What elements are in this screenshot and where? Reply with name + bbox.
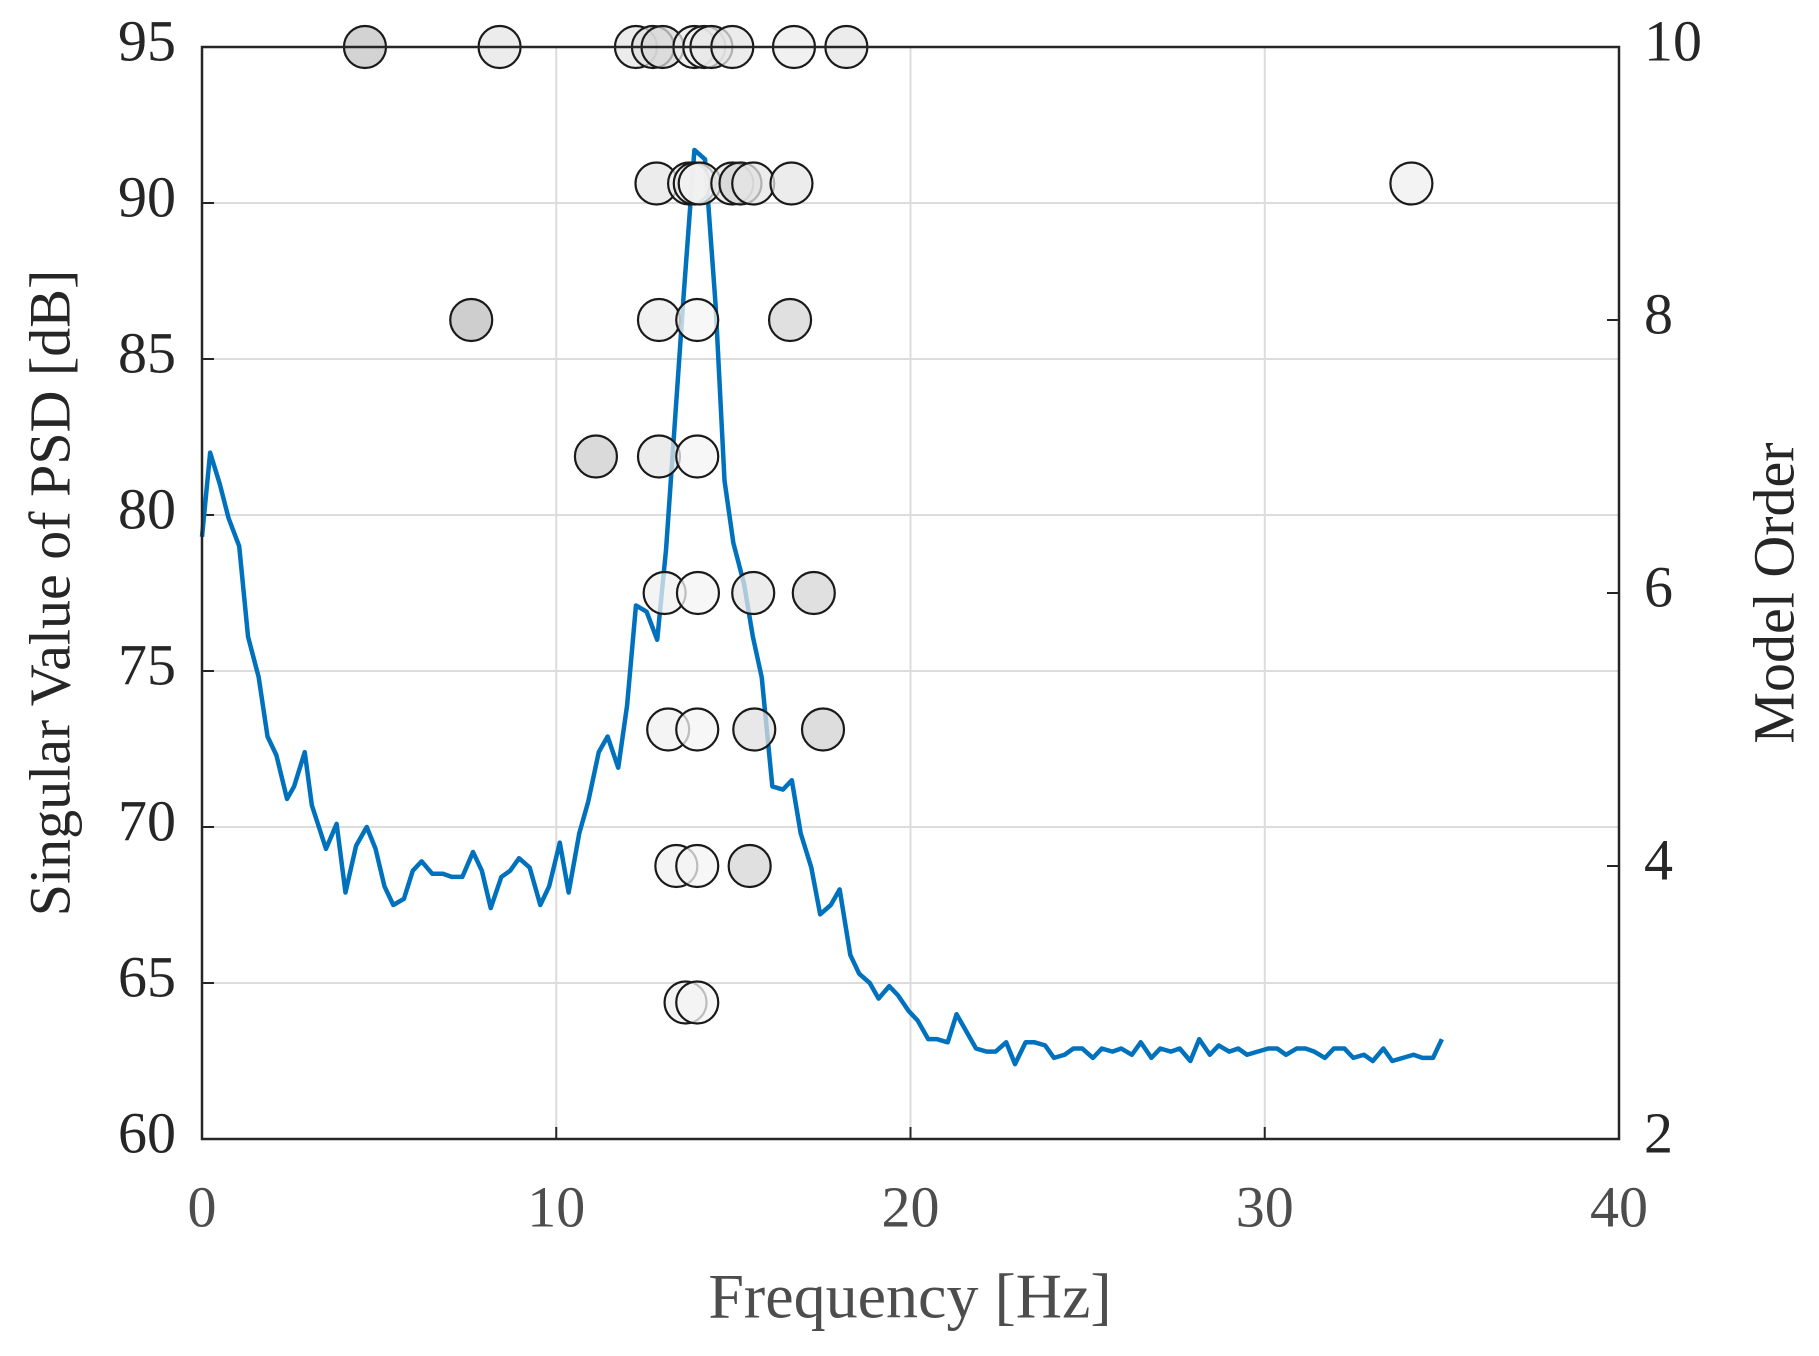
pole-marker <box>636 434 682 479</box>
pole-marker <box>731 570 776 616</box>
plot-frame <box>200 45 1621 1141</box>
x-tick-label: 0 <box>188 1174 217 1239</box>
pole-marker <box>800 707 846 752</box>
pole-marker <box>675 434 720 479</box>
y-tick-label: 95 <box>118 8 176 73</box>
pole-marker <box>731 161 776 206</box>
x-tick-label: 10 <box>527 1174 585 1239</box>
y-tick-label: 75 <box>118 632 176 697</box>
y-axis-label: Singular Value of PSD [dB] <box>17 270 82 917</box>
x-tick-label: 20 <box>882 1174 940 1239</box>
y2-tick-label: 4 <box>1644 827 1673 892</box>
x-axis-label: Frequency [Hz] <box>708 1261 1111 1332</box>
x-tick-label: 30 <box>1236 1174 1294 1239</box>
pole-marker <box>675 843 720 889</box>
pole-marker <box>675 570 721 616</box>
pole-marker <box>791 570 836 616</box>
y2-tick-label: 6 <box>1644 554 1673 619</box>
pole-marker <box>449 297 494 343</box>
y2-axis-label: Model Order <box>1741 442 1806 743</box>
pole-marker <box>732 707 777 752</box>
x-tick-label: 40 <box>1590 1174 1648 1239</box>
pole-marker <box>767 297 813 343</box>
y-tick-label: 65 <box>118 944 176 1009</box>
y2-tick-label: 2 <box>1644 1100 1673 1165</box>
y-tick-label: 80 <box>118 476 176 541</box>
psd-line <box>199 147 1444 1067</box>
pole-marker <box>727 843 772 889</box>
y-tick-label: 85 <box>118 320 176 385</box>
pole-marker <box>675 980 720 1025</box>
pole-marker <box>675 297 720 343</box>
pole-marker <box>636 297 682 343</box>
pole-marker <box>1389 161 1434 206</box>
pole-marker <box>675 707 720 752</box>
y2-tick-label: 10 <box>1644 8 1702 73</box>
pole-marker <box>573 434 619 479</box>
pole-marker <box>769 161 814 206</box>
y-tick-label: 70 <box>118 788 176 853</box>
y-tick-label: 90 <box>118 164 176 229</box>
y-tick-label: 60 <box>118 1100 176 1165</box>
y2-tick-label: 8 <box>1644 281 1673 346</box>
